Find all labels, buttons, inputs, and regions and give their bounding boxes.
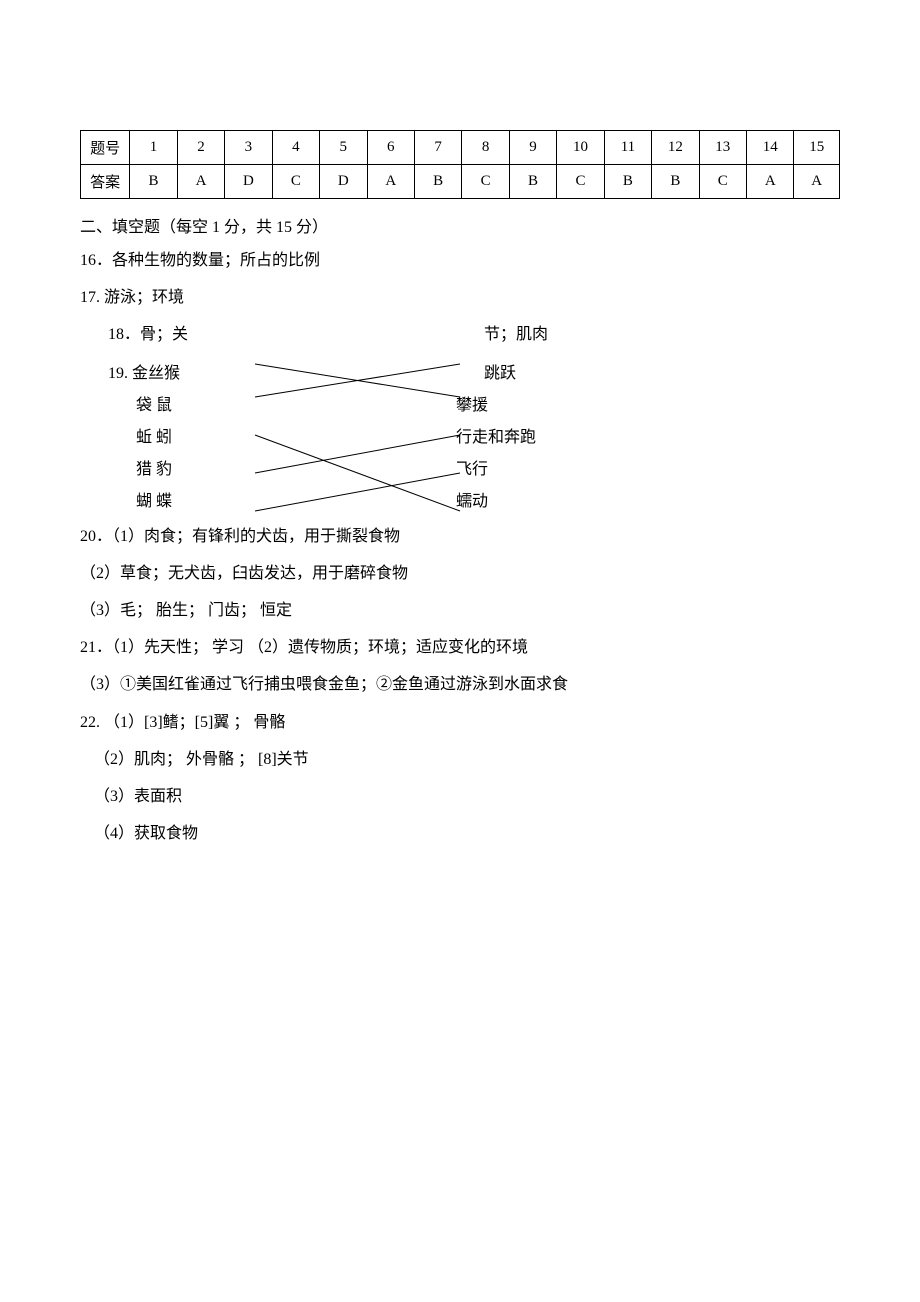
col-num: 2: [177, 131, 224, 165]
answer-table: 题号 1 2 3 4 5 6 7 8 9 10 11 12 13 14 15 答…: [80, 130, 840, 199]
answer-cell: A: [177, 165, 224, 199]
q16-text: 16．各种生物的数量；所占的比例: [80, 247, 840, 274]
q22-2: （2）肌肉； 外骨骼 ； [8]关节: [94, 746, 840, 773]
table-answer-row: 答案 B A D C D A B C B C B B C A A: [81, 165, 840, 199]
col-num: 1: [130, 131, 177, 165]
col-num: 3: [225, 131, 272, 165]
section-2-title: 二、填空题（每空 1 分，共 15 分）: [80, 213, 840, 237]
answer-header-label: 答案: [81, 165, 130, 199]
q18-row: 18．骨；关 节；肌肉: [80, 321, 840, 348]
answer-cell: C: [557, 165, 604, 199]
match-left-3: 猎 豹: [136, 455, 256, 479]
matching-row: 19. 金丝猴 跳跃: [80, 359, 840, 383]
q20-1: 20．（1）肉食；有锋利的犬齿，用于撕裂食物: [80, 523, 840, 550]
q18-right: 节；肌肉: [484, 321, 548, 348]
matching-row: 蚯 蚓 行走和奔跑: [80, 423, 840, 447]
match-left-1: 袋 鼠: [136, 391, 256, 415]
q18-left: 18．骨；关: [108, 321, 284, 348]
col-num: 4: [272, 131, 319, 165]
col-num: 15: [794, 131, 840, 165]
match-right-1: 攀援: [456, 391, 488, 415]
match-right-3: 飞行: [456, 455, 488, 479]
col-num: 6: [367, 131, 414, 165]
q22-3: （3）表面积: [94, 783, 840, 810]
match-right-2: 行走和奔跑: [456, 423, 536, 447]
match-right-0: 跳跃: [484, 359, 516, 383]
answer-cell: D: [225, 165, 272, 199]
col-num: 10: [557, 131, 604, 165]
page-root: 题号 1 2 3 4 5 6 7 8 9 10 11 12 13 14 15 答…: [0, 0, 920, 917]
q21-a: 21．（1）先天性； 学习 （2）遗传物质；环境；适应变化的环境: [80, 634, 840, 661]
match-left-2: 蚯 蚓: [136, 423, 256, 447]
answer-cell: B: [414, 165, 461, 199]
col-num: 11: [604, 131, 651, 165]
col-num: 13: [699, 131, 746, 165]
match-left-4: 蝴 蝶: [136, 487, 256, 511]
q22-1: 22. （1）[3]鳍；[5]翼 ； 骨骼: [80, 709, 840, 736]
match-right-4: 蠕动: [456, 487, 488, 511]
match-left-0: 19. 金丝猴: [108, 359, 284, 383]
q21-b: （3）①美国红雀通过飞行捕虫喂食金鱼；②金鱼通过游泳到水面求食: [80, 671, 840, 698]
col-num: 14: [747, 131, 794, 165]
answer-cell: D: [320, 165, 367, 199]
answer-cell: A: [794, 165, 840, 199]
matching-row: 蝴 蝶 蠕动: [80, 487, 840, 511]
col-num: 8: [462, 131, 509, 165]
matching-lines-svg: [250, 359, 470, 549]
q17-text: 17. 游泳；环境: [80, 284, 840, 311]
q19-matching: 19. 金丝猴 跳跃 袋 鼠 攀援 蚯 蚓 行走和奔跑 猎 豹 飞行 蝴 蝶 蠕…: [80, 359, 840, 511]
answer-cell: C: [272, 165, 319, 199]
matching-row: 猎 豹 飞行: [80, 455, 840, 479]
col-num: 12: [652, 131, 699, 165]
answer-cell: A: [747, 165, 794, 199]
col-num: 9: [509, 131, 556, 165]
col-num: 7: [414, 131, 461, 165]
answer-cell: B: [604, 165, 651, 199]
answer-cell: B: [509, 165, 556, 199]
answer-cell: B: [652, 165, 699, 199]
q20-2: （2）草食；无犬齿，臼齿发达，用于磨碎食物: [80, 560, 840, 587]
answer-cell: C: [699, 165, 746, 199]
table-header-row: 题号 1 2 3 4 5 6 7 8 9 10 11 12 13 14 15: [81, 131, 840, 165]
answer-cell: A: [367, 165, 414, 199]
answer-cell: B: [130, 165, 177, 199]
q22-4: （4）获取食物: [94, 820, 840, 847]
row-header-label: 题号: [81, 131, 130, 165]
col-num: 5: [320, 131, 367, 165]
q20-3: （3）毛； 胎生； 门齿； 恒定: [80, 597, 840, 624]
answer-cell: C: [462, 165, 509, 199]
matching-row: 袋 鼠 攀援: [80, 391, 840, 415]
